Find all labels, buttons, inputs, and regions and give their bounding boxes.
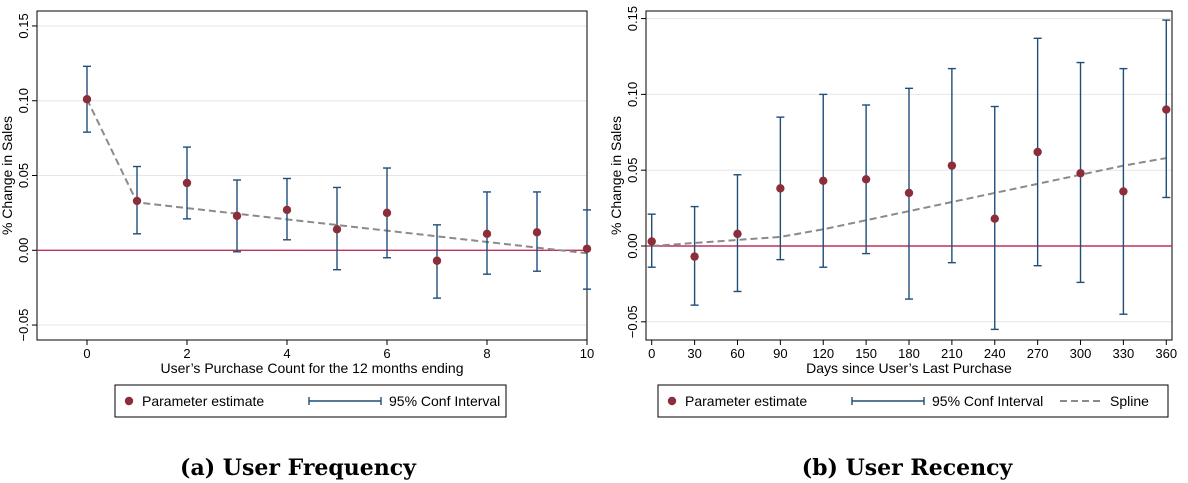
x-tick-label: 10 [580, 346, 594, 361]
estimate-point [182, 178, 192, 188]
estimate-point [382, 208, 392, 218]
estimate-point [432, 256, 442, 265]
estimate-point [1076, 169, 1085, 178]
estimate-point [1033, 147, 1042, 157]
x-tick-label: 6 [383, 346, 390, 361]
x-axis-title: User’s Purchase Count for the 12 months … [161, 360, 464, 376]
estimate-point [819, 176, 828, 186]
y-tick-label: 0.15 [625, 6, 640, 31]
legend-estimate-marker [667, 396, 677, 406]
x-tick-label: 4 [283, 346, 290, 361]
y-axis-title: % Change in Sales [608, 116, 624, 235]
x-tick-label: 150 [855, 346, 877, 361]
legend-spline-label: Spline [1110, 393, 1149, 409]
chart-panel-b: −0.05 0.00 0.05 0.10 0.15 0 30 60 90 120 150 180 210… [608, 6, 1177, 481]
y-tick-label: 0.15 [16, 13, 31, 38]
x-tick-label: 180 [898, 346, 920, 361]
legend-estimate-label: Parameter estimate [142, 393, 264, 409]
legend: Parameter estimate 95% Conf Interval [114, 384, 507, 418]
x-tick-label: 90 [773, 346, 787, 361]
x-tick-label: 330 [1113, 346, 1135, 361]
x-tick-label: 8 [483, 346, 490, 361]
legend-ci-label: 95% Conf Interval [389, 393, 500, 409]
y-tick-label: 0.10 [16, 88, 31, 113]
x-tick-label: 300 [1070, 346, 1092, 361]
estimate-point [1119, 187, 1128, 196]
x-tick-label: 360 [1155, 346, 1177, 361]
x-tick-label: 0 [648, 346, 655, 361]
estimate-point [132, 196, 142, 206]
x-axis-title: Days since User’s Last Purchase [806, 360, 1012, 376]
legend-estimate-marker [124, 396, 134, 406]
panel-caption: (a) User Frequency [180, 455, 417, 481]
x-tick-label: 120 [812, 346, 834, 361]
estimate-point [1162, 105, 1171, 114]
x-tick-label: 0 [83, 346, 90, 361]
x-tick-label: 60 [730, 346, 744, 361]
y-tick-label: 0.00 [16, 238, 31, 263]
estimate-point [82, 95, 92, 104]
x-tick-label: 210 [941, 346, 963, 361]
y-tick-label: −0.05 [625, 305, 640, 338]
y-tick-label: 0.05 [625, 158, 640, 183]
estimate-point [282, 205, 292, 215]
legend-ci-label: 95% Conf Interval [932, 393, 1043, 409]
estimate-point [733, 229, 742, 239]
chart-panel-a: −0.05 0.00 0.05 0.10 0.15 0 2 4 6 8 10 User’s Purch… [0, 10, 594, 481]
estimate-point [332, 225, 342, 234]
estimate-point [776, 184, 785, 193]
panel-caption: (b) User Recency [802, 455, 1014, 481]
estimate-point [582, 244, 592, 253]
y-tick-label: 0.00 [625, 233, 640, 258]
estimate-point [990, 214, 999, 223]
x-tick-label: 30 [687, 346, 701, 361]
estimate-point [904, 188, 914, 198]
estimate-point [232, 211, 242, 221]
estimate-point [690, 252, 699, 261]
y-axis-title: % Change in Sales [0, 116, 15, 235]
legend-estimate-label: Parameter estimate [685, 393, 807, 409]
x-tick-label: 2 [183, 346, 190, 361]
y-tick-label: 0.05 [16, 163, 31, 188]
estimate-point [947, 161, 957, 170]
x-tick-label: 240 [984, 346, 1006, 361]
estimate-point [532, 228, 542, 237]
x-tick-label: 270 [1027, 346, 1049, 361]
estimate-point [647, 237, 656, 246]
legend: Parameter estimate 95% Conf Interval Splin… [657, 384, 1169, 418]
estimate-point [861, 175, 871, 184]
estimate-point [482, 229, 492, 239]
y-tick-label: 0.10 [625, 82, 640, 107]
y-tick-label: −0.05 [16, 309, 31, 342]
